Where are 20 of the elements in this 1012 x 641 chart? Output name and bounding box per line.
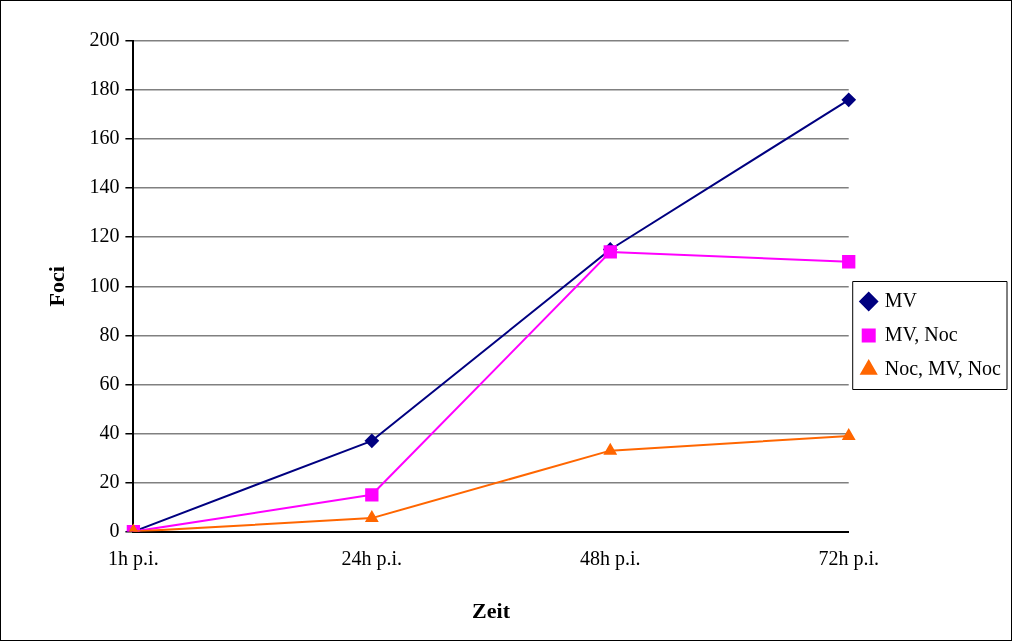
y-tick-label: 60 xyxy=(99,371,120,394)
y-tick-label: 180 xyxy=(89,77,120,100)
y-tick-label: 100 xyxy=(89,273,120,296)
legend-label: MV, Noc xyxy=(884,322,958,345)
y-tick-label: 200 xyxy=(89,28,120,51)
legend-label: Noc, MV, Noc xyxy=(884,356,1002,379)
y-tick-label: 160 xyxy=(89,126,120,149)
y-axis-title: Foci xyxy=(43,266,69,307)
y-tick-label: 0 xyxy=(109,518,120,541)
y-tick-label: 80 xyxy=(99,322,120,345)
y-tick-label: 40 xyxy=(99,420,120,443)
y-tick-label: 20 xyxy=(99,469,120,492)
legend-label: MV xyxy=(884,288,918,311)
x-tick-label: 72h p.i. xyxy=(818,546,879,570)
y-tick-label: 120 xyxy=(89,224,120,247)
x-axis-title: Zeit xyxy=(472,598,511,624)
x-tick-label: 48h p.i. xyxy=(579,546,641,570)
x-tick-label: 24h p.i. xyxy=(341,546,403,570)
x-tick-label: 1h p.i. xyxy=(108,546,159,570)
y-tick-label: 140 xyxy=(89,175,120,198)
